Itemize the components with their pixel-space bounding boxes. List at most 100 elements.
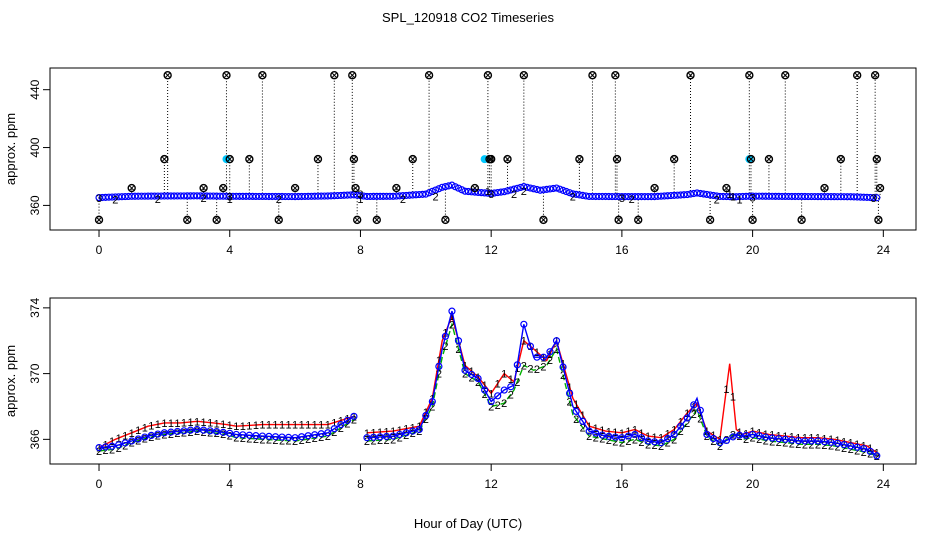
outlier-point (199, 183, 208, 193)
outlier-point (330, 71, 339, 80)
series-1-point: 1 (665, 429, 671, 441)
series-3-point (206, 427, 214, 435)
top-x-tick-label: 8 (357, 243, 364, 257)
series-3-point (716, 439, 724, 447)
series-2-point: 2 (344, 419, 350, 431)
outlier-point (392, 183, 401, 193)
series-3-point (500, 386, 508, 394)
series-3-point (742, 431, 750, 440)
series-1-point: 1 (135, 425, 141, 437)
series-2-point: 2 (266, 435, 272, 447)
baseline-point (556, 185, 564, 193)
series-1-point: 1 (377, 427, 383, 439)
series-2-point: 2 (521, 360, 527, 372)
series-1-point: 1 (305, 420, 311, 432)
outlier-cross (612, 72, 618, 78)
outlier-cross (766, 156, 772, 162)
series-2-point: 2 (841, 443, 847, 455)
series-1-point: 1 (671, 424, 677, 436)
series-1-point: 1 (482, 380, 488, 392)
series-3-point (657, 439, 665, 447)
series-1-point: 1 (638, 428, 644, 440)
series-2-point: 2 (384, 435, 390, 447)
series-2-point: 2 (508, 389, 514, 401)
outlier-cross (276, 217, 282, 223)
series-2-point: 2 (612, 436, 618, 448)
series-3-point (683, 414, 691, 422)
series-3-point (762, 433, 770, 441)
series-1-point: 1 (240, 421, 246, 433)
series-2-point: 2 (292, 436, 298, 448)
series-2-point: 2 (279, 435, 285, 447)
outlier-cross (201, 185, 206, 191)
top-y-tick-label: 440 (28, 79, 42, 99)
series-2-point: 2 (527, 364, 533, 376)
outlier-point (470, 183, 480, 193)
series-1-point: 1 (573, 399, 579, 411)
baseline-point (709, 191, 717, 200)
series-1-point: 1 (743, 428, 749, 440)
top-series-2-mark: 2 (629, 194, 635, 206)
series-3-point (670, 430, 678, 439)
top-series-1-mark: 1 (736, 195, 742, 207)
series-1-point: 1 (750, 426, 756, 438)
series-3-point (833, 439, 842, 447)
series-1-point: 1 (586, 421, 592, 433)
baseline-point (520, 183, 528, 191)
outlier-cross (315, 156, 321, 162)
series-1-point: 1 (129, 428, 135, 440)
series-2-point: 2 (331, 427, 337, 439)
series-1-point: 1 (416, 421, 422, 433)
outlier-point (225, 154, 234, 164)
top-series-1-mark: 1 (727, 189, 733, 201)
bottom-x-tick-label: 24 (877, 477, 891, 491)
series-1-point: 1 (299, 420, 305, 432)
series-3-point (487, 397, 495, 406)
series-3-point (526, 342, 534, 350)
outlier-point (634, 215, 643, 225)
series-2-point: 2 (351, 415, 357, 427)
outlier-cross (426, 72, 432, 78)
series-1-point: 1 (828, 434, 834, 446)
series-1-point: 1 (344, 413, 350, 425)
series-2-point: 2 (769, 436, 775, 448)
series-1-point: 1 (534, 347, 540, 359)
series-1-point: 1 (122, 430, 128, 442)
series-2-point: 2 (253, 434, 259, 446)
series-3-point (343, 416, 351, 425)
outlier-cross (799, 217, 804, 223)
series-1-point: 1 (658, 433, 664, 445)
series-2-point: 2 (514, 377, 520, 389)
series-1-point: 1 (710, 430, 716, 442)
series-2-point: 2 (632, 434, 638, 446)
outlier-point (588, 71, 597, 80)
outlier-cross (165, 72, 170, 78)
outlier-cross (616, 217, 621, 223)
series-1-point: 1 (220, 419, 226, 431)
figure-title: SPL_120918 CO2 Timeseries (382, 10, 554, 25)
series-3-point (402, 429, 410, 437)
baseline-point (438, 183, 446, 191)
bottom-y-tick-label: 374 (28, 298, 42, 318)
series-2-point: 2 (246, 434, 252, 446)
top-series-3-mark: 3 (619, 193, 625, 205)
series-1-point: 1 (423, 407, 429, 419)
series-2-point: 2 (743, 434, 749, 446)
outlier-point (351, 183, 360, 193)
series-1-point: 1 (606, 426, 612, 438)
series-3-point (389, 432, 397, 440)
baseline-point (543, 185, 551, 193)
outlier-cross (374, 217, 380, 223)
baseline-point (575, 191, 584, 199)
series-1-point: 1 (364, 428, 370, 440)
outlier-cross (331, 72, 337, 78)
x-axis-label: Hour of Day (UTC) (414, 516, 522, 531)
series-1-point: 1 (841, 436, 847, 448)
baseline-point (435, 185, 443, 193)
series-3-point (552, 337, 561, 345)
series-2-point: 2 (540, 362, 546, 374)
outlier-cross (872, 72, 878, 78)
top-series-2-mark: 2 (201, 193, 207, 205)
outlier-cross (96, 217, 102, 223)
